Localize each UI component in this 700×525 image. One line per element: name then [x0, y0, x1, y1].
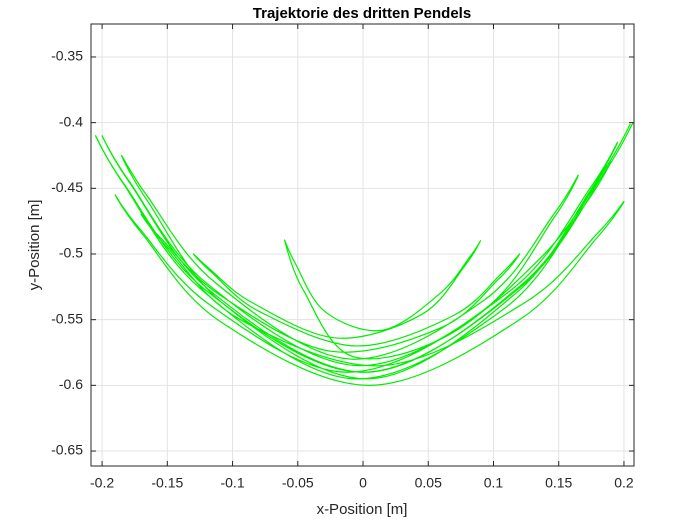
axes-layer: -0.2 -0.15 -0.1 -0.05 0 0.05 0.1 0.15 0.2 -0.65 -0… — [51, 23, 635, 491]
grid-layer — [91, 24, 634, 466]
chart-title: Trajektorie des dritten Pendels — [253, 5, 471, 22]
x-tick-label: 0 — [359, 475, 367, 491]
x-tick-label: 0.05 — [415, 475, 442, 491]
axes-box — [90, 23, 635, 467]
x-tick-label: -0.15 — [151, 475, 183, 491]
x-tick-label: -0.1 — [220, 475, 244, 491]
x-tick-label: 0.2 — [614, 475, 634, 491]
x-tick-label: -0.05 — [282, 475, 314, 491]
x-tick-label: 0.1 — [484, 475, 504, 491]
y-tick-label: -0.55 — [51, 310, 83, 326]
plot-layer — [94, 122, 634, 386]
y-tick-label: -0.4 — [59, 113, 83, 129]
y-tick-label: -0.5 — [59, 245, 83, 261]
x-axis-label: x-Position [m] — [317, 501, 408, 518]
y-tick-label: -0.6 — [59, 376, 83, 392]
x-tick-label: -0.2 — [90, 475, 114, 491]
trajectory-line — [94, 122, 634, 386]
y-tick-label: -0.35 — [51, 48, 83, 64]
y-axis-label: y-Position [m] — [26, 200, 43, 291]
y-tick-label: -0.45 — [51, 179, 83, 195]
y-tick-label: -0.65 — [51, 442, 83, 458]
x-tick-label: 0.15 — [545, 475, 572, 491]
